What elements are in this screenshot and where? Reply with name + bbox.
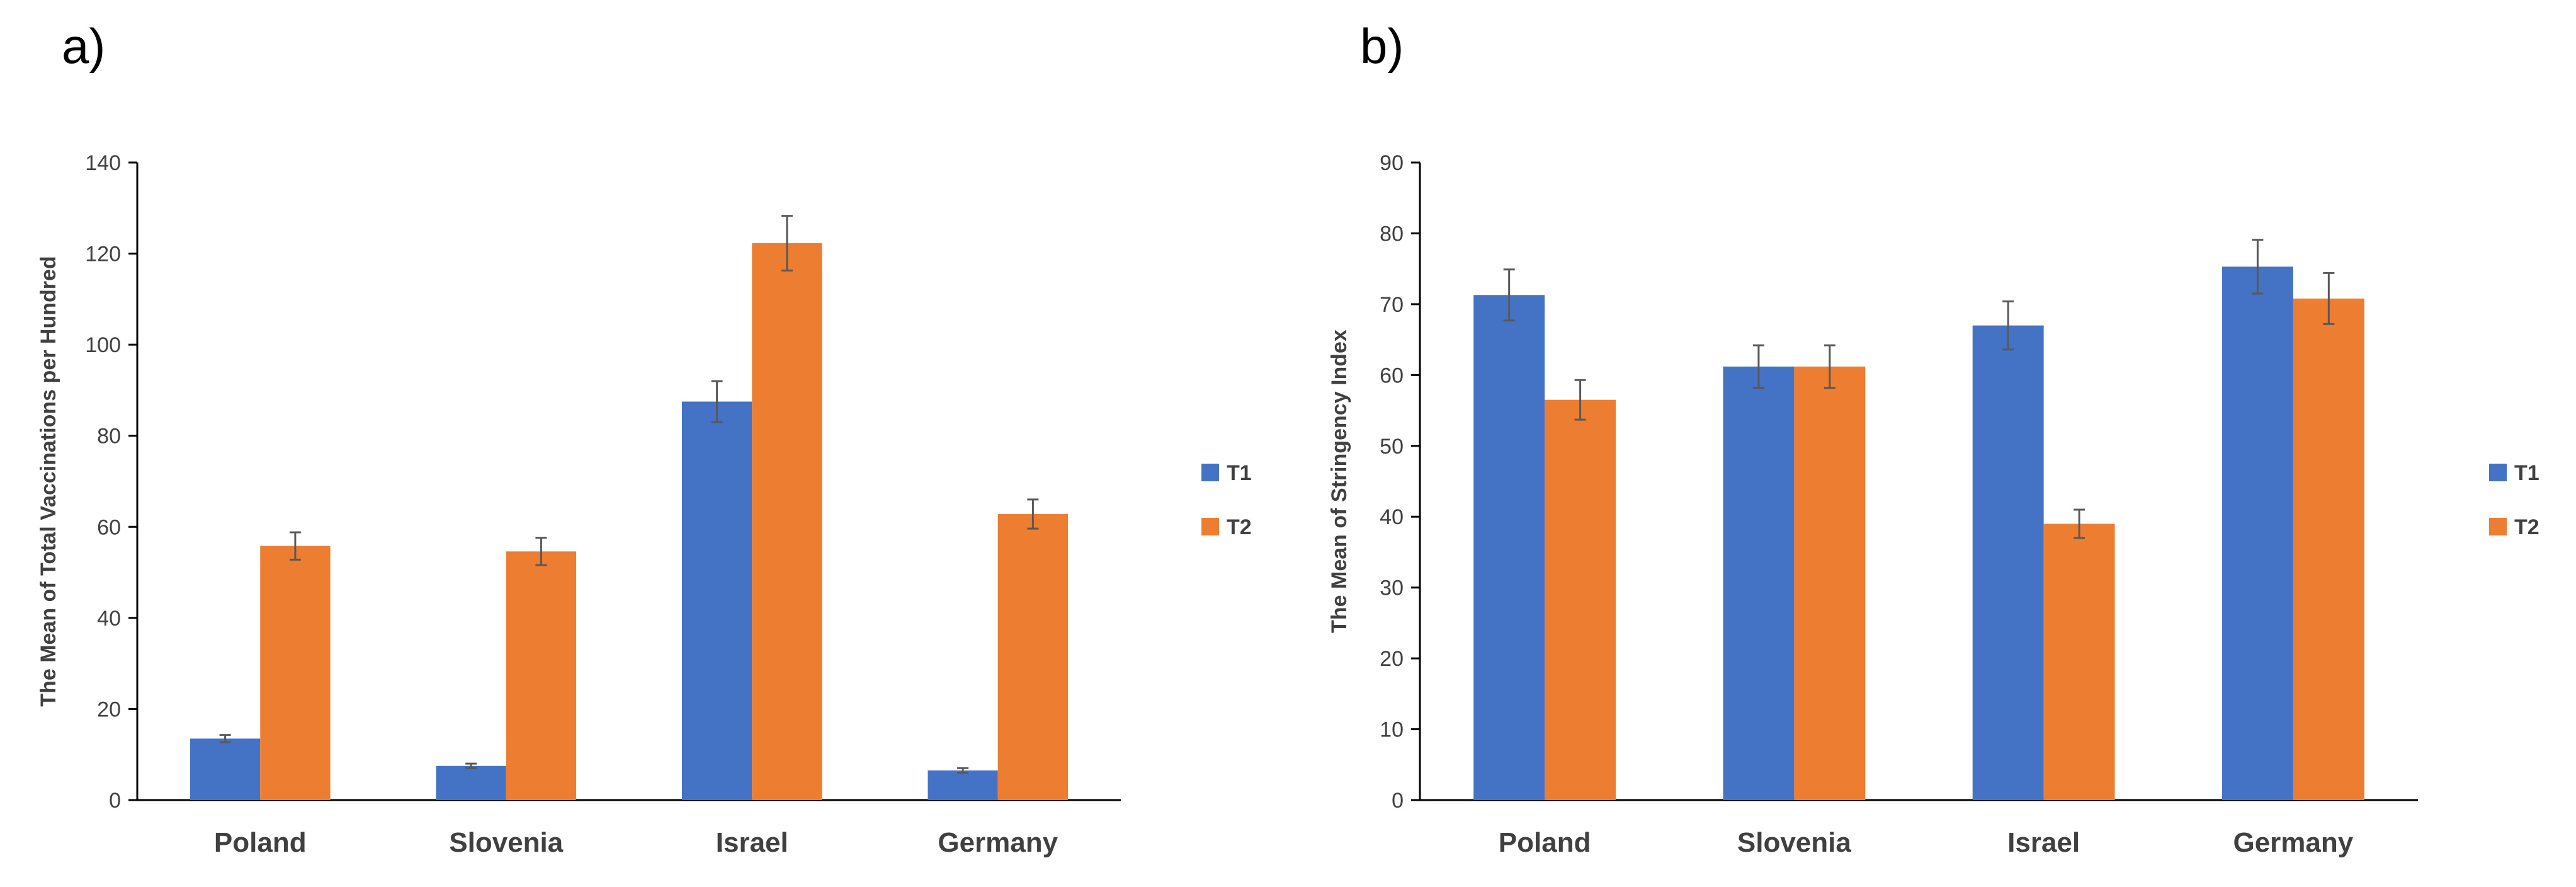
error-bar-t1-poland — [219, 734, 231, 743]
category-label: Germany — [2233, 827, 2353, 858]
category-label: Slovenia — [449, 827, 563, 858]
error-bar-t2-germany — [1027, 498, 1039, 530]
error-bar-t2-germany — [2323, 272, 2335, 325]
bar-t2-slovenia — [506, 551, 577, 800]
y-tick-label: 80 — [97, 425, 121, 449]
bar-t1-slovenia — [1723, 366, 1795, 800]
error-bar-t1-germany — [957, 767, 969, 774]
category-label: Slovenia — [1737, 827, 1851, 858]
error-bar-t1-germany — [2252, 239, 2264, 295]
error-bar-t2-slovenia — [535, 537, 547, 566]
legend-label-t2: T2 — [1227, 515, 1252, 539]
legend-label-t1: T1 — [2514, 461, 2539, 485]
bar-t2-israel — [752, 243, 822, 801]
legend-label-t2: T2 — [2514, 515, 2539, 539]
bar-t2-germany — [997, 514, 1069, 800]
error-bar-t1-poland — [1503, 268, 1515, 322]
panel-label: b) — [1360, 18, 1404, 74]
error-bar-t2-poland — [289, 531, 301, 561]
error-bar-t1-israel — [711, 380, 723, 423]
category-label: Israel — [716, 827, 788, 858]
y-tick-label: 10 — [1380, 718, 1404, 742]
category-label: Germany — [938, 827, 1058, 858]
error-bar-t1-slovenia — [465, 762, 477, 769]
error-bar-t2-slovenia — [1824, 344, 1836, 389]
error-bar-t1-israel — [2002, 300, 2014, 351]
category-label: Poland — [1499, 827, 1591, 858]
bar-t1-poland — [190, 738, 261, 800]
bar-t1-slovenia — [436, 765, 506, 800]
chart-vaccinations: a) 0 20 40 60 80 100 120 140 The Mean of Total Va… — [37, 18, 1252, 858]
y-tick-label: 140 — [85, 151, 121, 175]
y-tick-label: 50 — [1380, 435, 1404, 459]
bar-t1-israel — [681, 401, 752, 800]
y-tick-label: 60 — [97, 515, 121, 539]
bar-t2-germany — [2293, 298, 2364, 801]
y-tick-label: 20 — [1380, 647, 1404, 671]
y-tick-label: 120 — [85, 243, 121, 266]
error-bar-t2-poland — [1574, 379, 1586, 421]
error-bar-t2-israel — [2074, 508, 2085, 539]
legend-label-t1: T1 — [1227, 461, 1252, 485]
y-tick-label: 90 — [1380, 151, 1404, 175]
bar-t1-germany — [928, 770, 998, 800]
y-tick-label: 20 — [97, 697, 121, 721]
y-tick-label: 100 — [85, 333, 121, 357]
bar-t1-israel — [1972, 325, 2044, 800]
category-label: Israel — [2007, 827, 2080, 858]
error-bar-t1-slovenia — [1752, 344, 1764, 389]
legend-swatch-t2 — [2489, 518, 2507, 535]
bar-t2-israel — [2043, 524, 2115, 800]
bar-t1-poland — [1473, 295, 1545, 800]
error-bar-t2-israel — [781, 215, 793, 272]
y-tick-label: 40 — [1380, 505, 1404, 529]
y-tick-label: 30 — [1380, 576, 1404, 600]
bar-t2-slovenia — [1794, 366, 1866, 800]
legend-swatch-t1 — [1201, 464, 1219, 481]
bar-t1-germany — [2221, 266, 2293, 800]
panel-label: a) — [62, 18, 105, 74]
bar-t2-poland — [1545, 399, 1616, 800]
chart-stringency: b) 0 10 20 30 40 50 60 70 80 90 The Mean of Stringe… — [1327, 18, 2539, 858]
y-tick-label: 60 — [1380, 363, 1404, 387]
bar-t2-poland — [260, 546, 331, 800]
y-axis-title: The Mean of Total Vaccinations per Hundr… — [37, 256, 60, 706]
category-label: Poland — [214, 827, 307, 858]
y-tick-label: 70 — [1380, 293, 1404, 317]
legend-swatch-t1 — [2489, 464, 2507, 481]
y-tick-label: 0 — [109, 789, 121, 813]
y-axis-title: The Mean of Stringency Index — [1327, 329, 1351, 633]
y-tick-label: 40 — [97, 607, 121, 631]
y-tick-label: 80 — [1380, 222, 1404, 246]
legend-swatch-t2 — [1201, 518, 1219, 535]
y-tick-label: 0 — [1392, 789, 1404, 813]
